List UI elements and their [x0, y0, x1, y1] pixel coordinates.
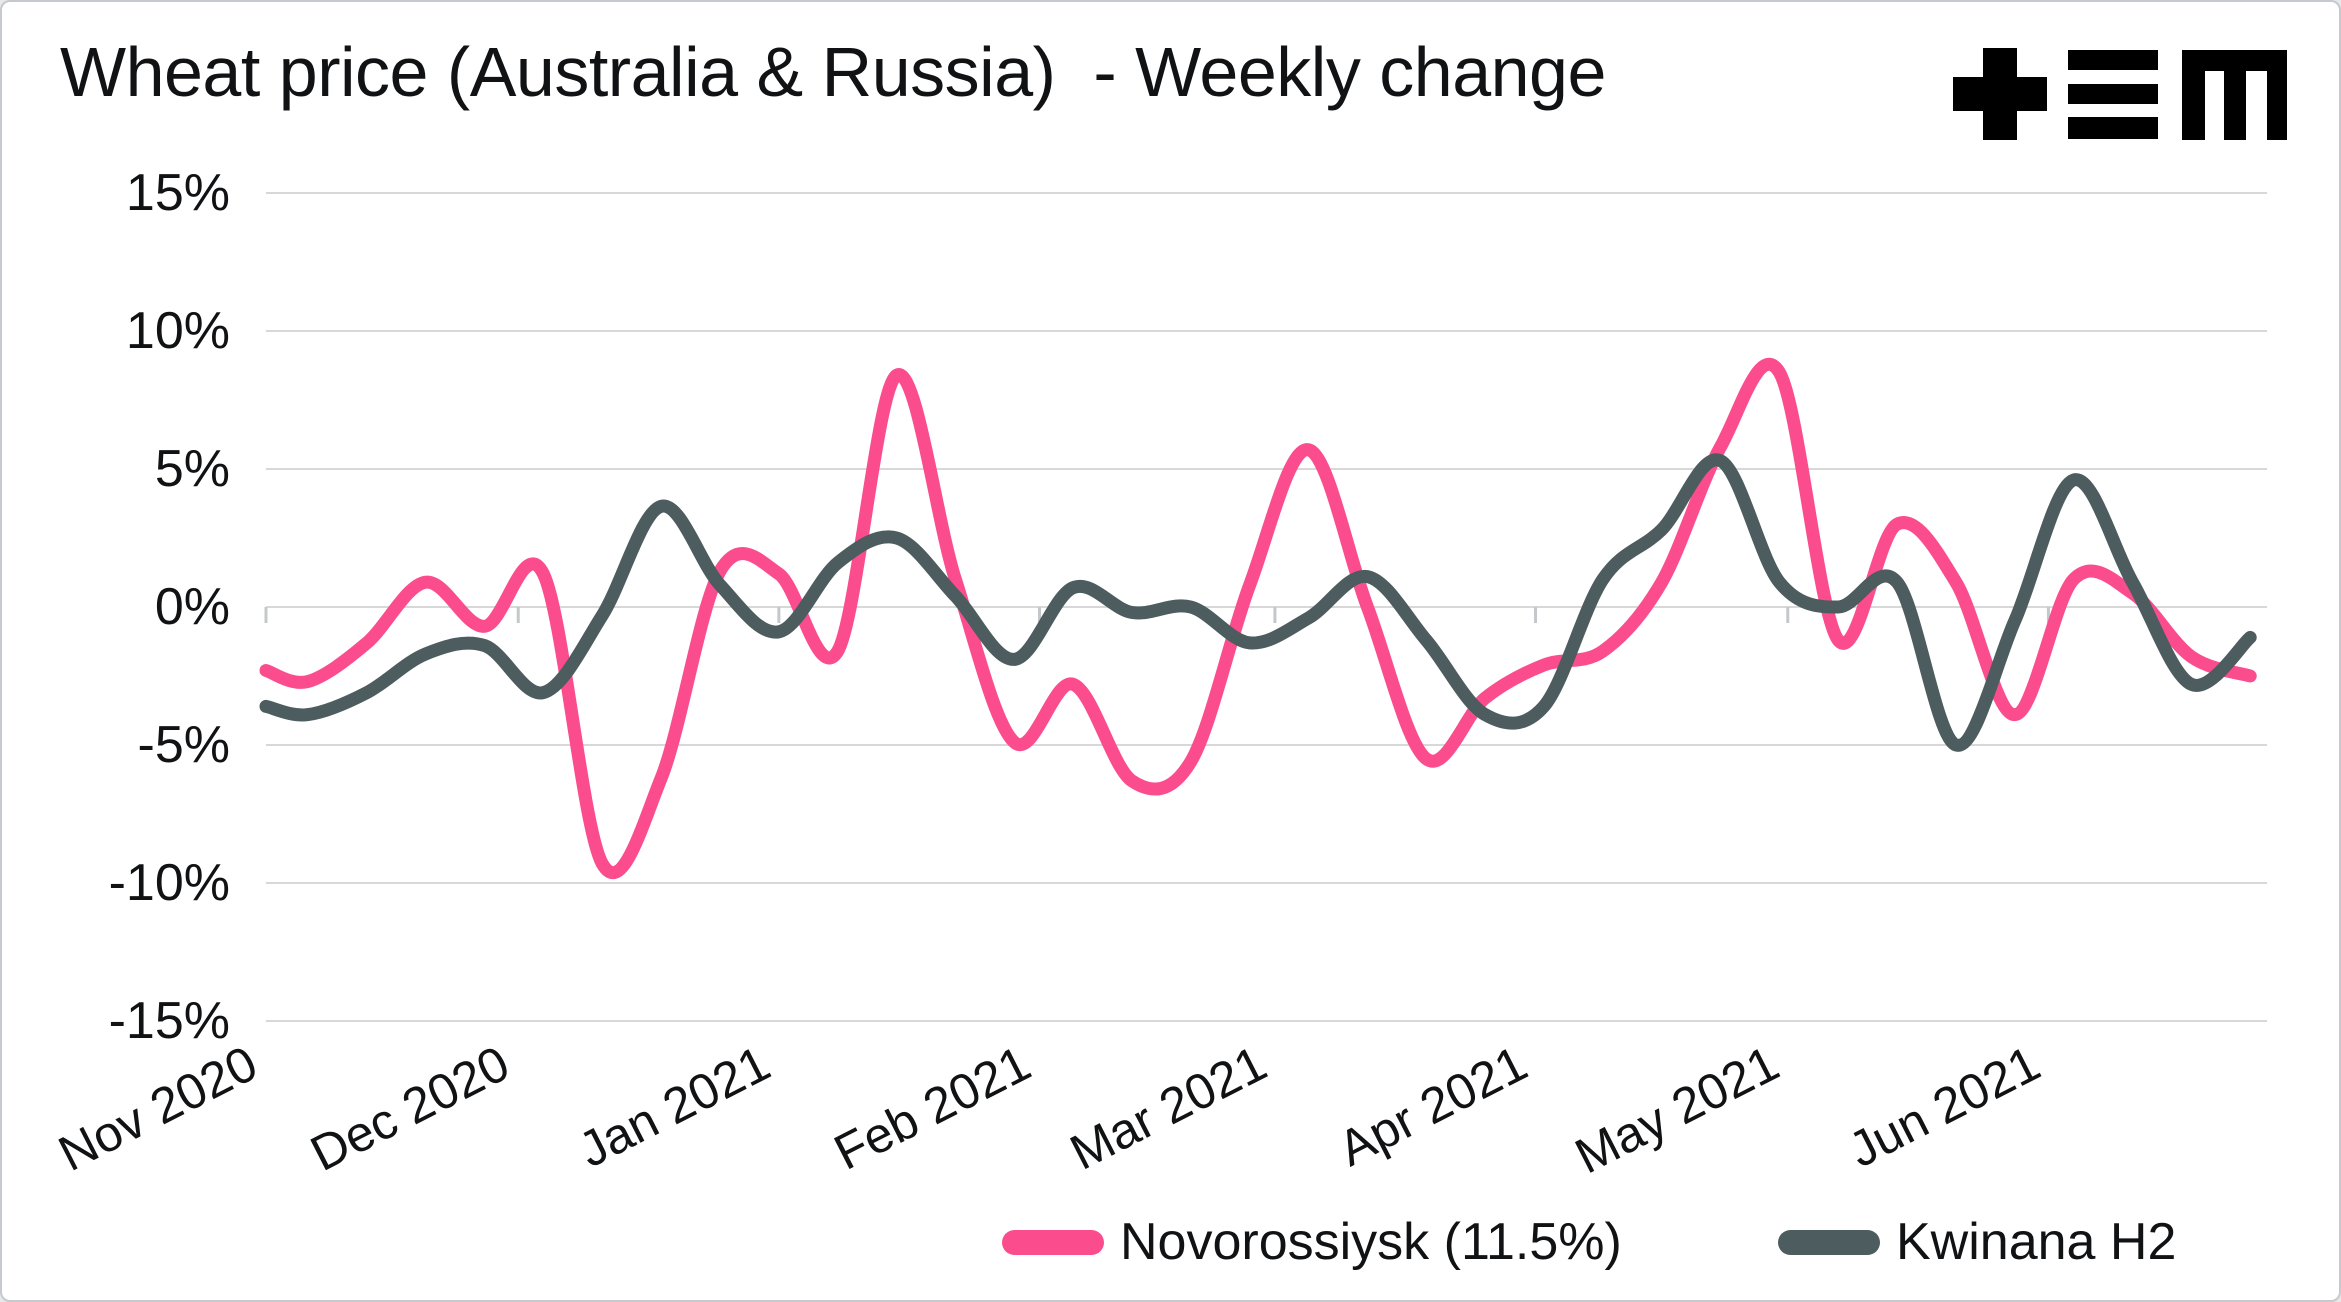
series-line-novorossiysk	[259, 357, 2257, 879]
series-lines	[259, 357, 2257, 879]
y-axis-label--15: -15%	[108, 992, 230, 1050]
chart-title: Wheat price (Australia & Russia) - Weekl…	[60, 33, 1606, 111]
month-ticks	[264, 607, 2050, 623]
y-axis-label--5: -5%	[137, 716, 230, 774]
y-axis-label--10: -10%	[108, 854, 230, 912]
y-axis-label-5: 5%	[154, 440, 230, 498]
gridlines	[266, 192, 2267, 1022]
y-axis-label-10: 10%	[125, 302, 230, 360]
tem-logo-icon	[1953, 48, 2287, 140]
y-axis-label-15: 15%	[125, 164, 230, 222]
y-axis-label-0: 0%	[154, 578, 230, 636]
tem-logo-shapes	[1953, 48, 2287, 140]
series-line-kwinana	[259, 453, 2257, 752]
